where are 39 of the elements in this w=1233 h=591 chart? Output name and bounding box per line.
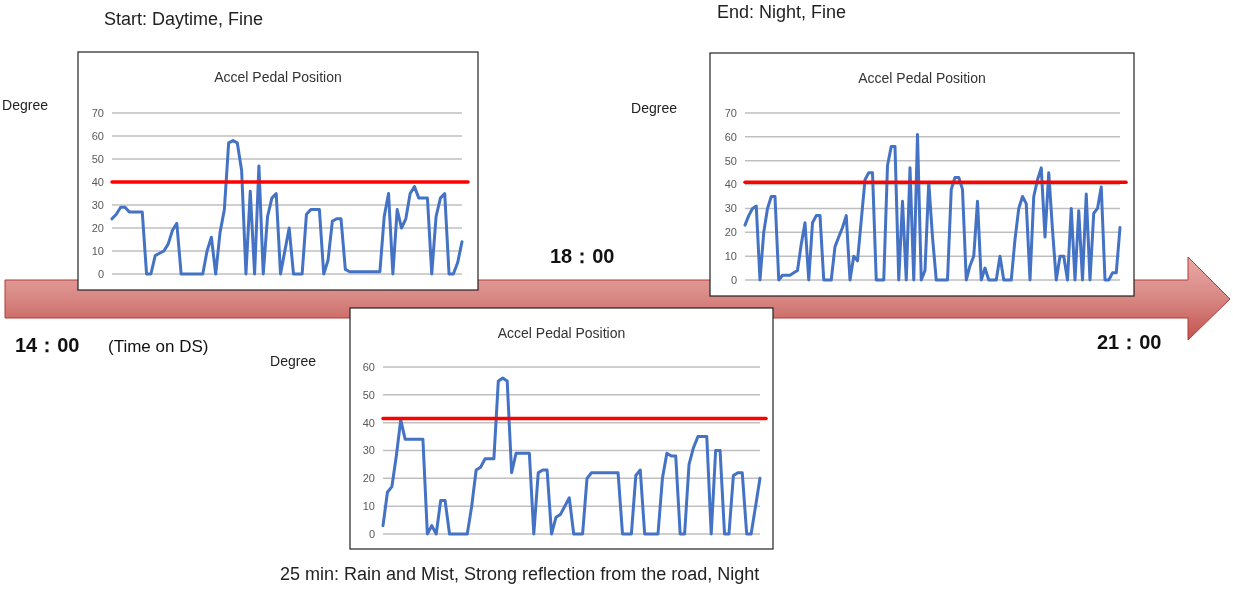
line-series	[381, 376, 762, 536]
y-tick-label: 50	[724, 154, 737, 167]
line-series	[110, 139, 464, 276]
y-tick-label: 0	[368, 527, 375, 540]
y-tick-label: 10	[91, 244, 104, 257]
y-tick-label: 60	[724, 130, 737, 143]
y-tick-label: 10	[362, 500, 375, 513]
y-axis-title: Degree	[2, 97, 49, 113]
chart-title: Accel Pedal Position	[214, 69, 342, 85]
y-tick-label: 20	[362, 472, 375, 485]
y-tick-label: 60	[362, 360, 375, 373]
text: End: Night, Fine	[717, 2, 847, 22]
y-tick-label: 30	[362, 444, 375, 457]
y-tick-label: 70	[724, 106, 737, 119]
chart-title: Accel Pedal Position	[858, 70, 986, 86]
y-tick-label: 50	[91, 152, 104, 165]
y-tick-label: 20	[91, 221, 104, 234]
y-tick-label: 40	[362, 416, 375, 429]
y-tick-label: 40	[724, 178, 737, 191]
y-tick-label: 30	[91, 198, 104, 211]
text: 25 min: Rain and Mist, Strong reflection from the road, Night	[280, 564, 760, 584]
y-tick-label: 50	[362, 388, 375, 401]
y-axis-title: Degree	[270, 353, 317, 369]
text: (Time on DS)	[108, 337, 209, 356]
y-tick-label: 30	[724, 202, 737, 215]
y-tick-label: 60	[91, 129, 104, 142]
y-tick-label: 0	[730, 273, 737, 286]
y-tick-label: 20	[724, 226, 737, 239]
y-tick-label: 70	[91, 106, 104, 119]
text: 18：00	[550, 245, 615, 267]
y-axis-title: Degree	[631, 100, 678, 116]
chart-title: Accel Pedal Position	[497, 325, 626, 341]
line-series	[743, 132, 1122, 282]
y-tick-label: 10	[724, 249, 737, 262]
y-tick-label: 0	[97, 267, 104, 280]
y-tick-label: 40	[91, 175, 104, 188]
text: 21：00	[1097, 331, 1162, 353]
text: 14：00	[15, 334, 80, 356]
text: Start: Daytime, Fine	[104, 9, 264, 29]
